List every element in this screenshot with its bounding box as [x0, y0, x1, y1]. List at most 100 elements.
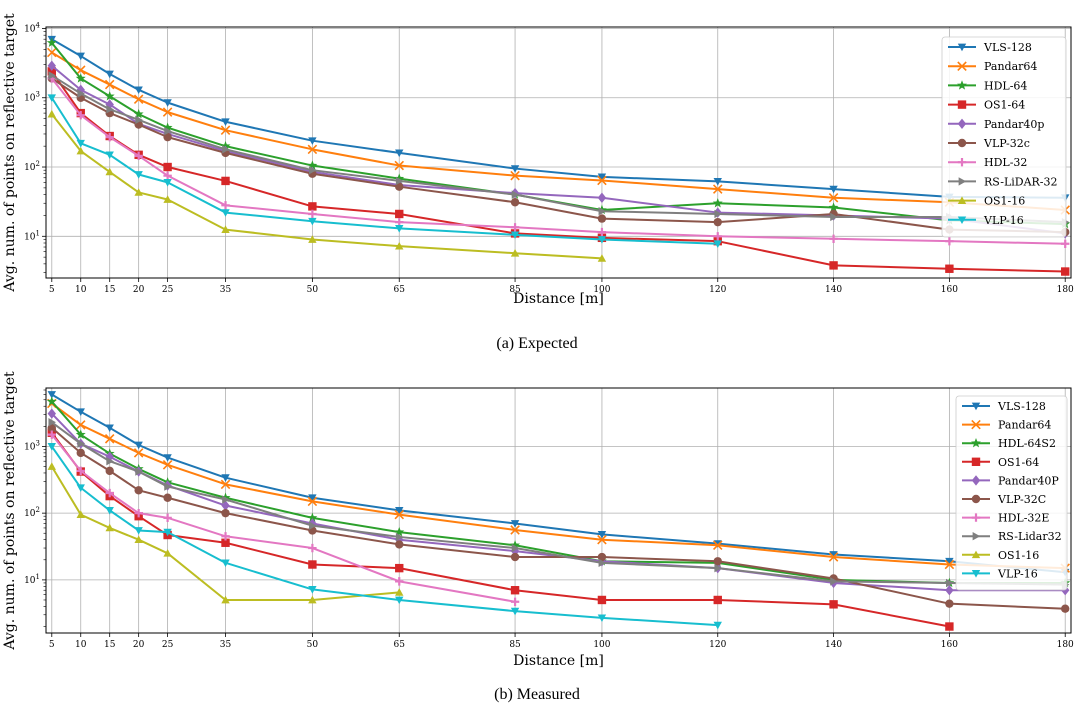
legend-item: Pandar64: [962, 419, 1051, 432]
data-point: [395, 588, 404, 596]
data-point: [163, 454, 172, 462]
y-tick-label: 101: [24, 229, 40, 242]
legend-item: OS1-64: [962, 456, 1039, 469]
y-axis-label: Avg. num. of points on reflective target: [2, 371, 18, 651]
data-point: [163, 493, 172, 502]
data-point: [395, 182, 404, 191]
data-point: [1061, 604, 1070, 613]
data-point: [307, 144, 318, 155]
data-point: [510, 540, 521, 550]
data-point: [945, 585, 954, 596]
x-tick-label: 50: [307, 640, 319, 650]
legend-marker: [957, 196, 967, 204]
x-tick-label: 120: [709, 640, 726, 650]
data-point: [47, 47, 57, 58]
legend-label: VLS-128: [997, 400, 1046, 413]
data-point: [105, 70, 114, 79]
data-point: [48, 71, 56, 80]
data-point: [828, 552, 839, 562]
data-point: [308, 137, 317, 145]
caption: (a) Expected: [496, 335, 577, 352]
legend-item: VLP-32C: [962, 493, 1046, 506]
data-point: [105, 424, 114, 432]
data-point: [76, 84, 85, 96]
legend-label: VLP-32c: [983, 137, 1030, 150]
data-point: [712, 198, 723, 208]
data-point: [221, 176, 230, 186]
data-point: [713, 621, 722, 630]
data-point: [163, 162, 172, 172]
data-point: [76, 466, 85, 476]
data-point: [76, 448, 85, 458]
legend-item: OS1-16: [962, 549, 1039, 562]
series-hdl-32e: [47, 430, 520, 606]
data-point: [511, 543, 520, 553]
data-point: [309, 165, 317, 175]
data-point: [48, 418, 56, 427]
x-tick-label: 65: [394, 640, 406, 650]
data-point: [1061, 267, 1070, 276]
data-point: [307, 512, 318, 523]
data-point: [221, 538, 230, 547]
data-point: [75, 420, 86, 430]
data-point: [133, 448, 144, 458]
legend-label: Pandar40p: [984, 118, 1044, 131]
data-point: [75, 429, 86, 439]
caption: (b) Measured: [494, 686, 580, 703]
y-tick-label: 102: [24, 160, 40, 173]
data-point: [308, 202, 317, 211]
series-pandar64: [47, 398, 1070, 573]
data-point: [77, 89, 85, 98]
data-point: [134, 171, 143, 179]
x-tick-label: 180: [1057, 640, 1074, 650]
x-axis-label: Distance [m]: [513, 291, 604, 307]
data-point: [1061, 239, 1070, 248]
data-point: [76, 510, 85, 518]
data-point: [829, 600, 838, 609]
x-tick-label: 20: [133, 640, 145, 650]
legend-box: [941, 36, 1067, 238]
legend-item: OS1-16: [948, 195, 1025, 208]
data-point: [395, 225, 404, 233]
data-point: [134, 527, 143, 535]
series-line: [50, 70, 1066, 273]
data-point: [163, 171, 172, 180]
data-point: [163, 179, 172, 187]
legend-item: Pandar40p: [948, 118, 1044, 131]
data-point: [47, 94, 56, 102]
legend-marker: [971, 475, 981, 486]
legend-marker: [957, 61, 967, 71]
data-point: [395, 596, 404, 605]
series-line: [50, 465, 400, 601]
series-os1-64: [47, 67, 1070, 276]
data-point: [597, 254, 607, 262]
legend: VLS-128 Pandar64 HDL-64 OS1-64 Pandar40p VLP-…: [941, 36, 1067, 238]
series-os1-16: [47, 109, 607, 262]
data-point: [830, 212, 838, 222]
x-tick-label: 25: [162, 285, 174, 295]
data-point: [134, 86, 143, 95]
data-point: [163, 99, 172, 107]
data-point: [47, 109, 56, 118]
legend-item: VLS-128: [948, 41, 1032, 54]
y-tick-label: 103: [24, 439, 40, 452]
data-point: [394, 526, 405, 537]
legend-item: VLP-16: [948, 214, 1024, 227]
data-point: [220, 125, 231, 135]
data-point: [510, 249, 520, 257]
legend-marker: [958, 177, 967, 186]
data-point: [47, 462, 56, 470]
data-point: [308, 217, 317, 226]
legend-item: RS-Lidar32: [962, 530, 1062, 543]
data-point: [510, 520, 520, 528]
x-tick-label: 85: [509, 640, 521, 650]
x-tick-label: 100: [593, 640, 610, 650]
data-point: [395, 507, 404, 515]
series-pandar64: [47, 47, 1070, 215]
data-point: [47, 408, 56, 419]
data-point: [510, 525, 520, 535]
data-point: [597, 531, 607, 539]
data-point: [221, 209, 230, 217]
legend-label: OS1-16: [984, 195, 1025, 208]
